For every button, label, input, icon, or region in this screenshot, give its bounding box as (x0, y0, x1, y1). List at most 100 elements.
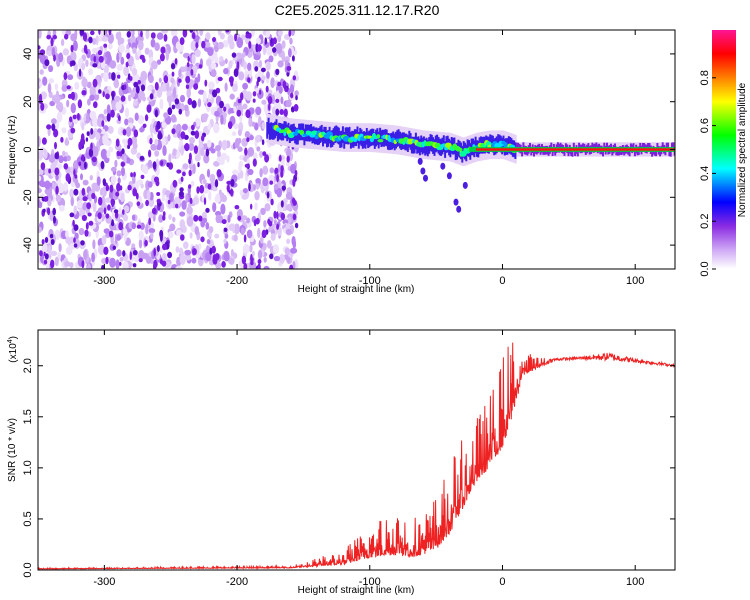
heatmap-strong-cell (101, 264, 105, 269)
heatmap-ridge-outer (665, 142, 668, 152)
heatmap-noise-cell (250, 107, 255, 114)
heatmap-strong-cell (136, 201, 141, 206)
heatmap-noise-cell (109, 258, 116, 268)
heatmap-strong-cell (294, 222, 299, 229)
heatmap-strong-cell (49, 233, 54, 239)
colorbar-ticks: 0.0 0.2 0.4 0.6 0.8 (699, 70, 716, 277)
heatmap-strong-cell (187, 97, 193, 106)
heatmap-noise-cell (92, 146, 99, 158)
heatmap-strong-cell (44, 59, 50, 67)
heatmap-strong-cell (127, 184, 132, 191)
heatmap-noise-cell (199, 30, 204, 36)
heatmap-noise-cell (80, 173, 83, 181)
heatmap-strong-cell (87, 212, 92, 217)
heatmap-ridge-outer (326, 130, 328, 148)
heatmap-strong-cell (133, 129, 139, 138)
heatmap-strong-cell (223, 106, 227, 112)
heatmap-noise-cell (282, 219, 289, 225)
heatmap-strong-cell (233, 68, 239, 78)
heatmap-noise-cell (110, 175, 117, 184)
heatmap-strong-cell (108, 30, 112, 36)
heatmap-strong-cell (257, 76, 261, 83)
heatmap-noise-cell (167, 231, 174, 239)
heatmap-noise-cell (54, 229, 60, 240)
heatmap-noise-cell (150, 38, 156, 48)
heatmap-strong-cell (83, 44, 88, 54)
heatmap-noise-cell (58, 155, 64, 164)
heatmap-noise-cell (224, 82, 228, 92)
heatmap-noise-cell (63, 181, 68, 192)
heatmap-strong-cell (247, 77, 251, 83)
heatmap-noise-cell (91, 252, 95, 263)
heatmap-noise-cell (234, 137, 240, 149)
heatmap-noise-cell (169, 192, 174, 203)
heatmap-strong-cell (159, 229, 164, 238)
heatmap-noise-cell (154, 138, 159, 146)
heatmap-noise-cell (213, 123, 220, 134)
heatmap-strong-cell (193, 83, 199, 90)
heatmap-strong-cell (221, 261, 226, 268)
heatmap-strong-cell (176, 169, 182, 174)
snr-y-axis-label: SNR (10 * v/v) (7, 418, 18, 482)
heatmap-strong-cell (65, 173, 71, 182)
heatmap-noise-cell (291, 236, 296, 246)
heatmap-strong-cell (80, 240, 85, 246)
heatmap-strong-cell (103, 43, 108, 48)
heatmap-noise-cell (289, 84, 295, 94)
heatmap-strong-cell (212, 89, 218, 98)
heatmap-strong-cell (252, 91, 257, 97)
heatmap-noise-cell (233, 106, 237, 113)
heatmap-strong-cell (250, 260, 254, 266)
heatmap-strong-cell (70, 127, 76, 134)
heatmap-noise-cell (78, 228, 85, 236)
heatmap-noise-cell (97, 128, 102, 134)
heatmap-noise-cell (155, 158, 160, 170)
heatmap-noise-cell (262, 177, 269, 187)
heatmap-strong-cell (243, 262, 248, 269)
heatmap-noise-cell (115, 259, 120, 269)
snr-y-tick-label: 2.0 (22, 358, 34, 373)
heatmap-noise-cell (253, 184, 256, 191)
heatmap-ridge-outer (559, 142, 562, 152)
heatmap-strong-cell (292, 199, 297, 206)
heatmap-strong-cell (77, 99, 83, 109)
heatmap-strong-cell (102, 91, 105, 98)
heatmap-strong-cell (256, 80, 259, 87)
heatmap-ridge-outer (341, 126, 344, 143)
heatmap-noise-cell (240, 227, 245, 236)
heatmap-noise-cell (161, 137, 166, 148)
heatmap-noise-cell (168, 96, 172, 108)
heatmap-noise-cell (70, 166, 74, 176)
heatmap-noise-cell (220, 203, 226, 215)
heatmap-strong-cell (187, 55, 190, 63)
heatmap-ridge-core (434, 142, 441, 148)
heatmap-strong-cell (115, 138, 120, 147)
heatmap-strong-cell (266, 191, 270, 199)
heatmap-noise-cell (284, 247, 290, 256)
heatmap-strong-cell (52, 207, 56, 216)
heatmap-strong-cell (182, 171, 186, 177)
heatmap-strong-cell (179, 37, 185, 46)
heatmap-strong-cell (120, 161, 126, 167)
heatmap-noise-cell (255, 37, 261, 45)
heatmap-noise-cell (186, 216, 194, 227)
heatmap-noise-cell (123, 232, 127, 242)
heatmap-strong-cell (44, 237, 49, 243)
heatmap-noise-cell (238, 160, 243, 168)
heatmap-strong-cell (188, 169, 192, 177)
heatmap-noise-cell (200, 147, 205, 157)
heatmap-noise-cell (169, 223, 176, 232)
heatmap-noise-cell (168, 214, 172, 220)
heatmap-noise-cell (60, 38, 65, 47)
heatmap-ridge-outer (591, 142, 594, 152)
heatmap-strong-cell (92, 63, 98, 68)
heatmap-noise-cell (39, 69, 44, 75)
heatmap-strong-cell (163, 75, 169, 84)
heatmap-noise-cell (51, 118, 57, 125)
heatmap-strong-cell (160, 160, 164, 167)
heatmap-strong-cell (82, 32, 88, 42)
heatmap-strong-cell (230, 79, 234, 87)
heatmap-noise-cell (210, 148, 216, 154)
heatmap-strong-cell (144, 239, 148, 247)
heatmap-strong-cell (122, 250, 126, 257)
